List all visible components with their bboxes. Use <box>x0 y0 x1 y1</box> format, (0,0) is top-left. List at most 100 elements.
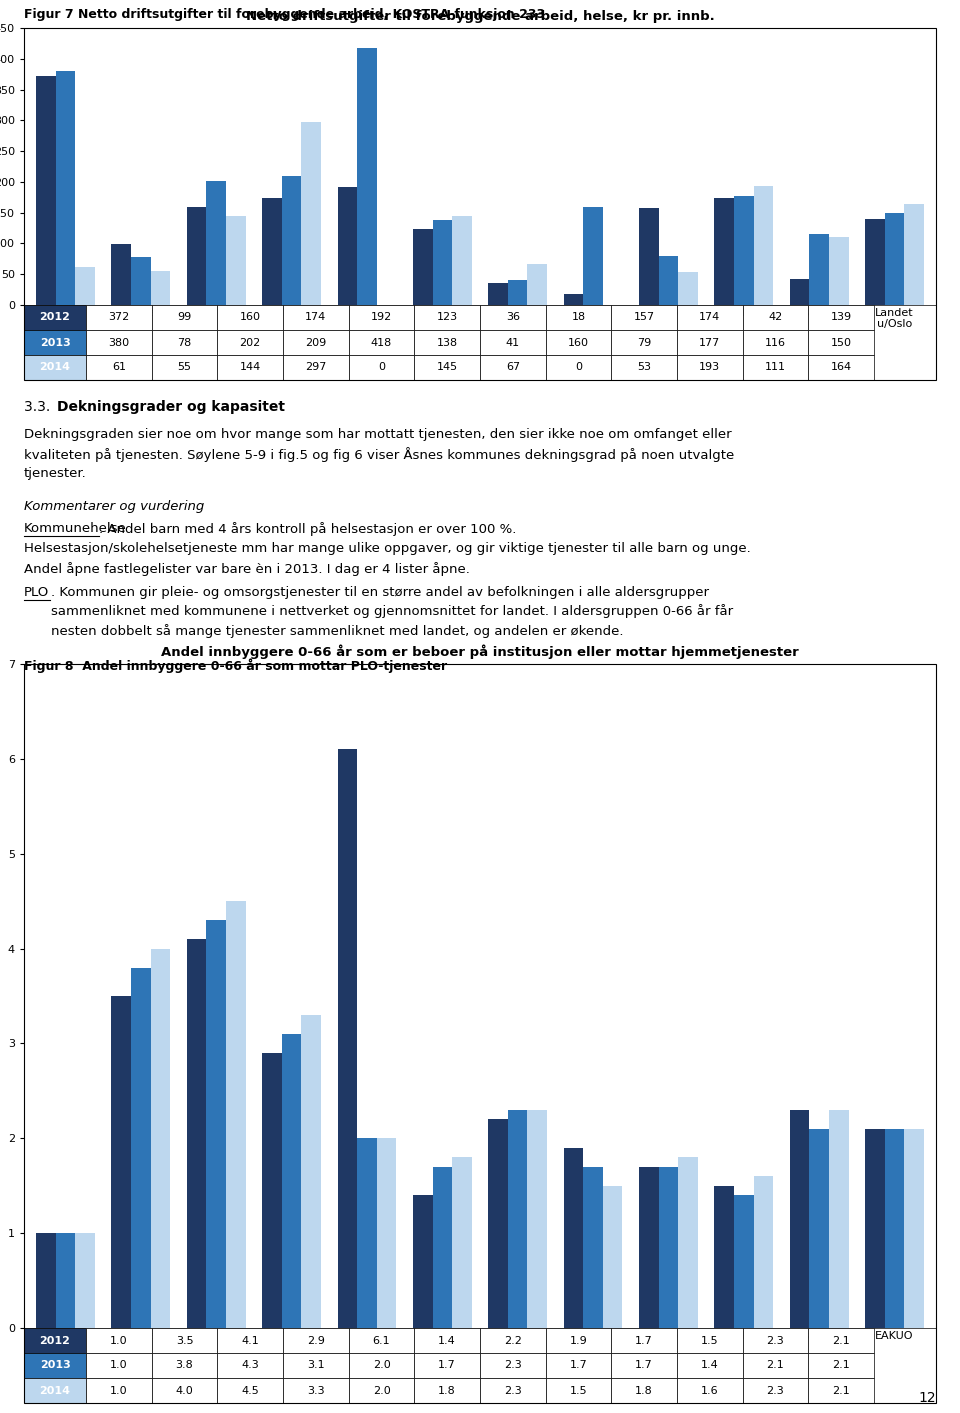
Bar <box>283 1378 348 1403</box>
Bar <box>508 280 527 305</box>
Bar <box>111 996 131 1328</box>
Text: 3.3.: 3.3. <box>24 400 55 414</box>
Text: 160: 160 <box>568 338 589 348</box>
Bar <box>809 1129 829 1328</box>
Text: 372: 372 <box>108 312 130 322</box>
Bar <box>86 1354 152 1378</box>
Bar <box>348 355 415 380</box>
Bar <box>433 220 452 305</box>
Text: 2012: 2012 <box>39 312 70 322</box>
Text: 1.7: 1.7 <box>636 1335 653 1345</box>
Bar <box>24 1354 86 1378</box>
Bar <box>152 1378 217 1403</box>
Title: Netto driftsutgifter til forebyggende arbeid, helse, kr pr. innb.: Netto driftsutgifter til forebyggende ar… <box>246 10 714 23</box>
Bar <box>545 1354 612 1378</box>
Bar <box>282 177 301 305</box>
Bar <box>282 1034 301 1328</box>
Bar <box>152 1328 217 1354</box>
Text: 174: 174 <box>699 312 720 322</box>
Text: Dekningsgraden sier noe om hvor mange som har mottatt tjenesten, den sier ikke n: Dekningsgraden sier noe om hvor mange so… <box>24 428 734 480</box>
Text: 2014: 2014 <box>39 363 70 373</box>
Text: 2.9: 2.9 <box>307 1335 324 1345</box>
Text: 2.3: 2.3 <box>504 1386 521 1396</box>
Bar <box>348 305 415 331</box>
Bar <box>413 1195 433 1328</box>
Bar <box>808 355 874 380</box>
Bar <box>452 1157 471 1328</box>
Text: 41: 41 <box>506 338 520 348</box>
Bar <box>415 1354 480 1378</box>
Bar <box>659 1167 678 1328</box>
Bar <box>56 1234 75 1328</box>
Bar <box>36 76 56 305</box>
Bar <box>754 187 773 305</box>
Text: 144: 144 <box>240 363 261 373</box>
Text: 1.4: 1.4 <box>439 1335 456 1345</box>
Bar <box>639 1167 659 1328</box>
Text: Kommentarer og vurdering: Kommentarer og vurdering <box>24 500 204 513</box>
Bar <box>348 331 415 355</box>
Text: 1.5: 1.5 <box>701 1335 719 1345</box>
Text: 2012: 2012 <box>39 1335 70 1345</box>
Bar <box>678 1157 698 1328</box>
Bar <box>301 1015 321 1328</box>
Text: 380: 380 <box>108 338 130 348</box>
Bar <box>677 1328 743 1354</box>
Bar <box>24 1328 86 1354</box>
Bar <box>480 1378 545 1403</box>
Text: 4.1: 4.1 <box>241 1335 259 1345</box>
Bar <box>56 71 75 305</box>
Bar <box>24 331 86 355</box>
Bar <box>564 1147 584 1328</box>
Text: 1.0: 1.0 <box>110 1335 128 1345</box>
Bar <box>489 1119 508 1328</box>
Bar <box>743 1378 808 1403</box>
Text: PLO: PLO <box>24 586 49 599</box>
Bar <box>480 305 545 331</box>
Text: 4.0: 4.0 <box>176 1386 193 1396</box>
Bar <box>743 305 808 331</box>
Text: 192: 192 <box>371 312 392 322</box>
Bar <box>152 305 217 331</box>
Bar <box>829 1109 849 1328</box>
Text: 61: 61 <box>112 363 126 373</box>
Bar <box>348 1378 415 1403</box>
Text: 1.0: 1.0 <box>110 1361 128 1371</box>
Bar <box>415 1378 480 1403</box>
Text: Kommunehelse: Kommunehelse <box>24 521 127 536</box>
Text: 111: 111 <box>765 363 786 373</box>
Bar <box>808 1328 874 1354</box>
Bar <box>480 1354 545 1378</box>
Bar <box>217 355 283 380</box>
Text: 193: 193 <box>699 363 720 373</box>
Bar <box>734 1195 754 1328</box>
Bar <box>217 1378 283 1403</box>
Bar <box>415 355 480 380</box>
Bar <box>743 1328 808 1354</box>
Text: 3.1: 3.1 <box>307 1361 324 1371</box>
Text: 2.3: 2.3 <box>504 1361 521 1371</box>
Text: 1.6: 1.6 <box>701 1386 719 1396</box>
Bar <box>865 1129 885 1328</box>
Text: Helsestasjon/skolehelsetjeneste mm har mange ulike oppgaver, og gir viktige tjen: Helsestasjon/skolehelsetjeneste mm har m… <box>24 543 751 555</box>
Bar <box>527 264 547 305</box>
Bar <box>612 331 677 355</box>
Bar <box>904 1129 924 1328</box>
Bar <box>151 948 170 1328</box>
Bar <box>743 331 808 355</box>
Bar <box>584 1167 603 1328</box>
Bar <box>75 1234 95 1328</box>
Bar <box>545 305 612 331</box>
Bar <box>338 749 357 1328</box>
Text: 139: 139 <box>830 312 852 322</box>
Bar <box>338 187 357 305</box>
Text: 1.4: 1.4 <box>701 1361 719 1371</box>
Text: 18: 18 <box>571 312 586 322</box>
Text: 177: 177 <box>699 338 720 348</box>
Text: 42: 42 <box>768 312 782 322</box>
Bar <box>86 331 152 355</box>
Bar <box>612 1328 677 1354</box>
Bar <box>790 1109 809 1328</box>
Text: 1.9: 1.9 <box>569 1335 588 1345</box>
Bar <box>376 1139 396 1328</box>
